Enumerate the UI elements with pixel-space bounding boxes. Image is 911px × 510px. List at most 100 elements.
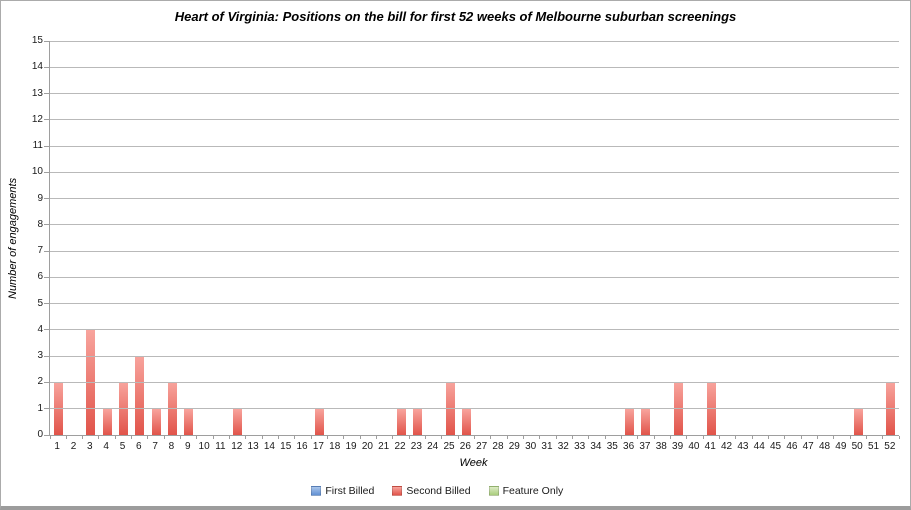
x-axis-tick-label-28: 28: [492, 441, 504, 452]
x-axis-tick-boundary-2: [82, 436, 84, 439]
y-axis-tick-label-14: 14: [31, 61, 43, 73]
x-axis-tick-boundary-31: [555, 436, 557, 439]
x-axis-tick-label-38: 38: [655, 441, 667, 452]
x-axis-tick-boundary-37: [653, 436, 655, 439]
y-axis-tick-2: [44, 381, 50, 383]
x-axis-tick-label-33: 33: [574, 441, 586, 452]
gridline-3: [50, 355, 899, 357]
y-axis-tick-9: [44, 198, 50, 200]
x-axis-tick-label-11: 11: [215, 441, 226, 452]
gridline-9: [50, 198, 899, 200]
bar-second-billed-week-50: [853, 408, 863, 435]
y-axis-tick-label-12: 12: [31, 113, 43, 125]
x-axis-tick-boundary-43: [751, 436, 753, 439]
x-axis-tick-label-5: 5: [119, 441, 126, 452]
x-axis-tick-boundary-45: [784, 436, 786, 439]
x-axis-tick-label-14: 14: [263, 441, 275, 452]
x-axis-tick-boundary-8: [180, 436, 182, 439]
x-axis-tick-boundary-32: [571, 436, 573, 439]
x-axis-tick-label-52: 52: [884, 441, 896, 452]
x-axis-tick-boundary-19: [359, 436, 361, 439]
x-axis-tick-boundary-39: [686, 436, 688, 439]
gridline-5: [50, 303, 899, 305]
x-axis-tick-label-46: 46: [786, 441, 798, 452]
x-axis-tick-boundary-7: [163, 436, 165, 439]
x-axis-tick-boundary-24: [441, 436, 443, 439]
legend-swatch-first-billed: [311, 486, 322, 496]
x-axis-tick-label-48: 48: [818, 441, 831, 452]
x-axis-tick-label-10: 10: [198, 441, 210, 452]
x-axis-tick-boundary-30: [539, 436, 541, 439]
x-axis-tick-label-47: 47: [802, 441, 814, 452]
x-axis-tick-boundary-33: [588, 436, 590, 439]
x-axis-tick-label-44: 44: [753, 441, 765, 452]
legend-item-first-billed: First Billed: [311, 485, 374, 497]
gridline-11: [50, 145, 899, 147]
x-axis-tick-boundary-3: [98, 436, 100, 439]
bar-second-billed-week-17: [314, 408, 324, 435]
gridline-15: [50, 40, 899, 42]
gridline-6: [50, 276, 899, 278]
legend-label-feature-only: Feature Only: [502, 485, 564, 497]
x-axis-tick-label-24: 24: [427, 441, 439, 452]
x-axis-tick-label-32: 32: [557, 441, 569, 452]
x-axis-tick-boundary-35: [620, 436, 622, 439]
gridline-4: [50, 329, 899, 331]
x-axis-tick-label-9: 9: [184, 441, 191, 452]
x-axis-tick-boundary-42: [735, 436, 737, 439]
x-axis-tick-label-49: 49: [835, 441, 847, 452]
x-axis-tick-label-19: 19: [345, 441, 357, 452]
x-axis-tick-label-25: 25: [443, 441, 455, 452]
bar-second-billed-week-4: [102, 408, 112, 435]
x-axis-tick-boundary-20: [376, 436, 378, 439]
y-axis-tick-10: [44, 171, 50, 173]
x-axis-tick-boundary-34: [604, 436, 606, 439]
x-axis-tick-label-6: 6: [136, 441, 142, 452]
x-axis-tick-boundary-40: [702, 436, 704, 439]
legend-label-first-billed: First Billed: [325, 485, 375, 497]
y-axis-tick-8: [44, 224, 50, 226]
x-axis-tick-boundary-29: [522, 436, 524, 439]
gridline-2: [50, 381, 899, 383]
x-axis-tick-boundary-4: [114, 436, 116, 439]
y-axis-tick-label-1: 1: [37, 402, 43, 414]
y-axis-tick-label-10: 10: [31, 166, 43, 178]
gridline-7: [50, 250, 899, 252]
x-axis-tick-label-36: 36: [623, 441, 635, 452]
x-axis-tick-label-13: 13: [247, 441, 259, 452]
x-axis-title: Week: [459, 457, 488, 469]
x-axis-tick-label-23: 23: [410, 441, 422, 452]
x-axis-tick-boundary-16: [310, 436, 312, 439]
y-axis-tick-label-0: 0: [37, 429, 43, 440]
y-axis-tick-label-7: 7: [37, 245, 43, 257]
legend-label-second-billed: Second Billed: [406, 485, 471, 497]
x-axis-tick-label-34: 34: [590, 441, 602, 452]
x-axis-tick-label-43: 43: [737, 441, 749, 452]
legend-swatch-second-billed: [392, 486, 403, 496]
y-axis-tick-1: [44, 408, 50, 410]
y-axis-tick-label-11: 11: [32, 140, 43, 152]
x-axis-tick-label-18: 18: [329, 441, 341, 452]
x-axis-tick-label-17: 17: [312, 441, 324, 452]
y-axis-tick-14: [44, 66, 50, 68]
bar-second-billed-week-37: [641, 408, 651, 435]
x-axis-tick-boundary-21: [392, 436, 394, 439]
plot-area: [44, 40, 900, 439]
y-axis-tick-6: [44, 276, 50, 278]
y-axis-tick-13: [44, 93, 50, 95]
x-axis-tick-boundary-46: [800, 436, 802, 439]
x-axis-tick-label-3: 3: [87, 441, 93, 452]
y-axis-tick-12: [44, 119, 50, 121]
x-axis-tick-label-26: 26: [459, 441, 471, 452]
x-axis-tick-label-29: 29: [508, 441, 520, 452]
x-axis-tick-boundary-36: [637, 436, 639, 439]
y-axis-tick-label-4: 4: [37, 323, 43, 335]
x-axis-tick-label-42: 42: [721, 441, 733, 452]
bar-second-billed-week-12: [233, 408, 243, 435]
x-axis-tick-boundary-25: [457, 436, 459, 439]
y-axis-tick-label-13: 13: [31, 87, 43, 99]
x-axis-tick-boundary-12: [245, 436, 247, 439]
x-axis-tick-boundary-17: [327, 436, 329, 439]
y-axis-tick-label-2: 2: [37, 376, 43, 388]
